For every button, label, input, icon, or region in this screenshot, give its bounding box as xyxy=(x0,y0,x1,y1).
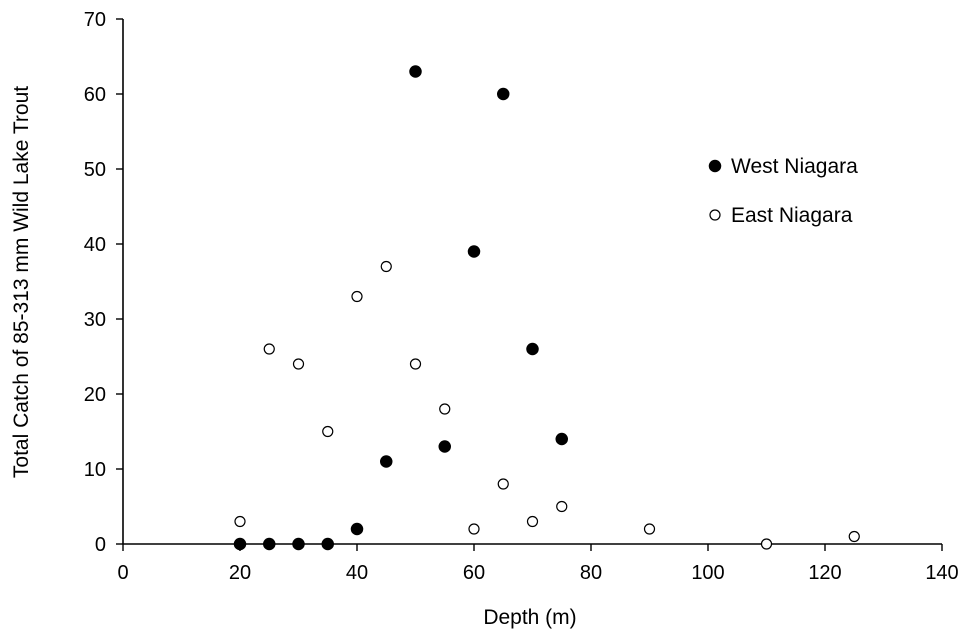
point-east-niagara xyxy=(760,538,773,550)
point-east-niagara xyxy=(322,425,334,438)
x-tick-label: 140 xyxy=(925,562,958,584)
point-west-niagara xyxy=(263,537,276,551)
axes xyxy=(122,19,942,545)
y-tick-label: 40 xyxy=(84,234,106,256)
x-tick-label: 100 xyxy=(691,562,724,584)
legend: West Niagara East Niagara xyxy=(708,155,858,227)
point-east-niagara xyxy=(468,523,480,535)
tick-labels: 0 20 40 60 80 100 120 140 0 10 20 30 40 50 60 70 xyxy=(84,9,959,584)
point-west-niagara xyxy=(409,65,422,78)
y-tick-label: 0 xyxy=(95,534,106,556)
point-east-niagara xyxy=(409,358,422,370)
y-tick-label: 10 xyxy=(84,459,106,481)
y-tick-label: 20 xyxy=(84,384,106,406)
x-tick-label: 40 xyxy=(346,562,368,584)
y-tick-label: 70 xyxy=(84,9,106,31)
x-tick-label: 60 xyxy=(463,562,485,584)
legend-marker-east-niagara xyxy=(709,209,721,221)
point-west-niagara xyxy=(321,537,334,551)
point-east-niagara xyxy=(526,515,539,528)
point-west-niagara xyxy=(380,455,393,468)
point-west-niagara xyxy=(526,342,539,356)
x-axis-title: Depth (m) xyxy=(483,606,576,629)
y-axis-title: Total Catch of 85-313 mm Wild Lake Trout xyxy=(10,86,33,478)
point-east-niagara xyxy=(497,478,509,490)
point-west-niagara xyxy=(555,432,568,446)
point-east-niagara xyxy=(263,343,275,355)
x-tick-label: 0 xyxy=(117,562,128,584)
point-east-niagara xyxy=(643,523,656,535)
point-west-niagara xyxy=(233,537,247,551)
point-west-niagara xyxy=(438,440,451,453)
x-tick-label: 80 xyxy=(580,562,602,584)
point-east-niagara xyxy=(380,260,392,273)
point-east-niagara xyxy=(351,290,363,303)
point-east-niagara xyxy=(556,500,568,513)
point-west-niagara xyxy=(350,522,364,536)
tick-marks xyxy=(116,18,943,551)
point-east-niagara xyxy=(292,358,305,370)
legend-item-west-niagara: West Niagara xyxy=(708,155,858,178)
point-west-niagara xyxy=(292,537,305,551)
data-points xyxy=(233,65,860,551)
y-tick-label: 30 xyxy=(84,309,106,331)
y-tick-label: 50 xyxy=(84,159,106,181)
legend-marker-west-niagara xyxy=(708,159,722,173)
legend-label-west-niagara: West Niagara xyxy=(731,155,858,178)
x-tick-label: 120 xyxy=(808,562,841,584)
legend-label-east-niagara: East Niagara xyxy=(731,204,853,227)
legend-item-east-niagara: East Niagara xyxy=(709,204,853,227)
point-west-niagara xyxy=(467,245,481,258)
y-tick-label: 60 xyxy=(84,84,106,106)
point-west-niagara xyxy=(497,87,510,101)
point-east-niagara xyxy=(439,403,451,415)
point-east-niagara xyxy=(234,515,246,528)
x-tick-label: 20 xyxy=(229,562,251,584)
point-east-niagara xyxy=(848,530,860,543)
